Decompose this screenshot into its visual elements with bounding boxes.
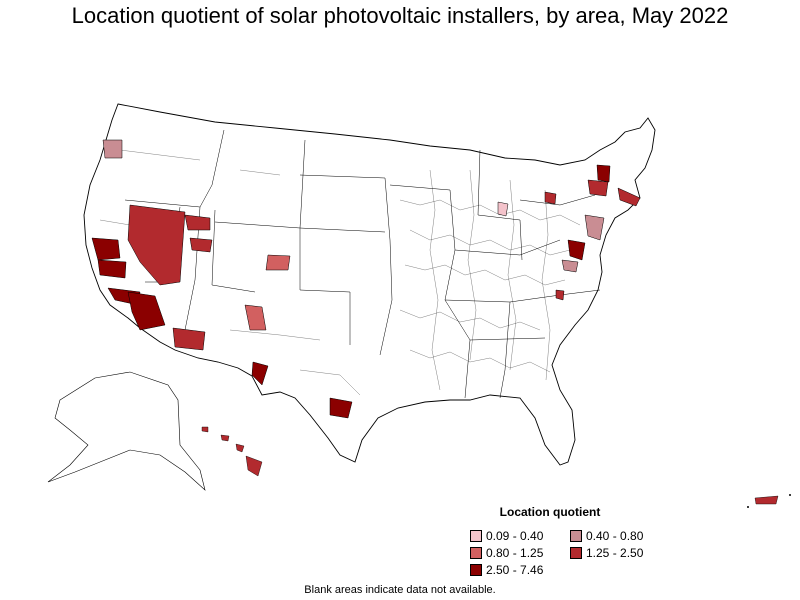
contiguous-us-outline (83, 103, 656, 466)
alaska-outline (47, 371, 206, 491)
legend-label: 1.25 - 2.50 (586, 546, 644, 560)
area-central-texas (329, 397, 353, 419)
hawaii-maui (235, 443, 245, 453)
area-colorado (265, 254, 291, 271)
legend-swatch (470, 547, 482, 559)
area-michigan (497, 201, 509, 217)
legend-item: 0.40 - 0.80 (570, 529, 660, 543)
legend-swatch (570, 547, 582, 559)
area-north-carolina (555, 289, 565, 301)
hawaii-islands (201, 426, 263, 477)
area-reno-carson (184, 214, 211, 231)
state-boundaries (124, 129, 601, 399)
hawaii-kauai (201, 426, 209, 433)
map-title: Location quotient of solar photovoltaic … (71, 3, 729, 28)
puerto-rico-islet-2 (789, 494, 791, 496)
hawaii-big-island (245, 455, 263, 477)
area-ny-nj (584, 214, 605, 241)
area-socal-desert (127, 291, 166, 331)
area-new-mexico (244, 304, 267, 331)
area-upstate-ny-2 (587, 179, 609, 197)
area-maryland (567, 239, 586, 261)
legend-swatch (570, 530, 582, 542)
area-central-ca (97, 259, 127, 279)
hawaii-oahu (220, 434, 230, 442)
legend-label: 0.09 - 0.40 (486, 529, 544, 543)
area-oregon (102, 139, 123, 159)
area-vermont (596, 164, 611, 183)
legend-title: Location quotient (499, 505, 601, 519)
legend-grid: 0.09 - 0.40 0.40 - 0.80 0.80 - 1.25 1.25… (470, 529, 660, 577)
legend-label: 0.80 - 1.25 (486, 546, 544, 560)
area-mesh (99, 149, 581, 396)
legend-swatch (470, 564, 482, 576)
area-arizona (172, 327, 206, 351)
area-nevada-large (127, 204, 186, 286)
legend-item: 1.25 - 2.50 (570, 546, 660, 560)
legend-item: 2.50 - 7.46 (470, 563, 570, 577)
footnote: Blank areas indicate data not available. (304, 584, 496, 596)
legend-item: 0.80 - 1.25 (470, 546, 570, 560)
puerto-rico-islet (747, 506, 749, 508)
area-el-paso (251, 361, 269, 386)
area-salt-lake (189, 237, 213, 253)
lq-areas (91, 139, 641, 419)
area-upstate-ny-1 (544, 191, 557, 205)
area-virginia (561, 259, 579, 273)
legend: Location quotient 0.09 - 0.40 0.40 - 0.8… (470, 505, 660, 577)
area-sf-bay (91, 237, 121, 261)
legend-item: 0.09 - 0.40 (470, 529, 570, 543)
legend-label: 2.50 - 7.46 (486, 563, 544, 577)
legend-label: 0.40 - 0.80 (586, 529, 644, 543)
legend-swatch (470, 530, 482, 542)
area-massachusetts (617, 187, 641, 207)
puerto-rico (754, 495, 779, 505)
